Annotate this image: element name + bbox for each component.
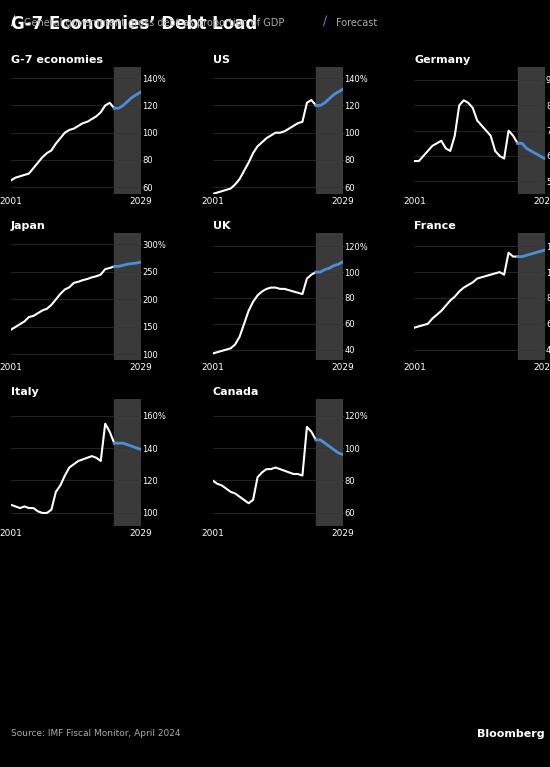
Text: Bloomberg: Bloomberg [477, 729, 544, 739]
Text: ∕: ∕ [323, 15, 327, 28]
Text: Forecast: Forecast [337, 18, 378, 28]
Bar [518, 233, 544, 360]
Text: Italy: Italy [11, 387, 38, 397]
Bar [114, 67, 141, 194]
Text: Source: IMF Fiscal Monitor, April 2024: Source: IMF Fiscal Monitor, April 2024 [11, 729, 180, 739]
Text: General government gross debt as proportion of GDP: General government gross debt as proport… [24, 18, 285, 28]
Text: ∕: ∕ [11, 15, 15, 28]
Text: Germany: Germany [414, 55, 471, 65]
Bar [518, 67, 544, 194]
Text: G-7 economies: G-7 economies [11, 55, 103, 65]
Bar [316, 67, 343, 194]
Text: Japan: Japan [11, 221, 46, 231]
Text: US: US [213, 55, 230, 65]
Text: Canada: Canada [213, 387, 259, 397]
Bar [114, 400, 141, 526]
Bar [316, 400, 343, 526]
Bar [316, 233, 343, 360]
Text: UK: UK [213, 221, 230, 231]
Bar [114, 233, 141, 360]
Text: G-7 Economies’ Debt Load: G-7 Economies’ Debt Load [11, 15, 257, 33]
Text: France: France [414, 221, 456, 231]
